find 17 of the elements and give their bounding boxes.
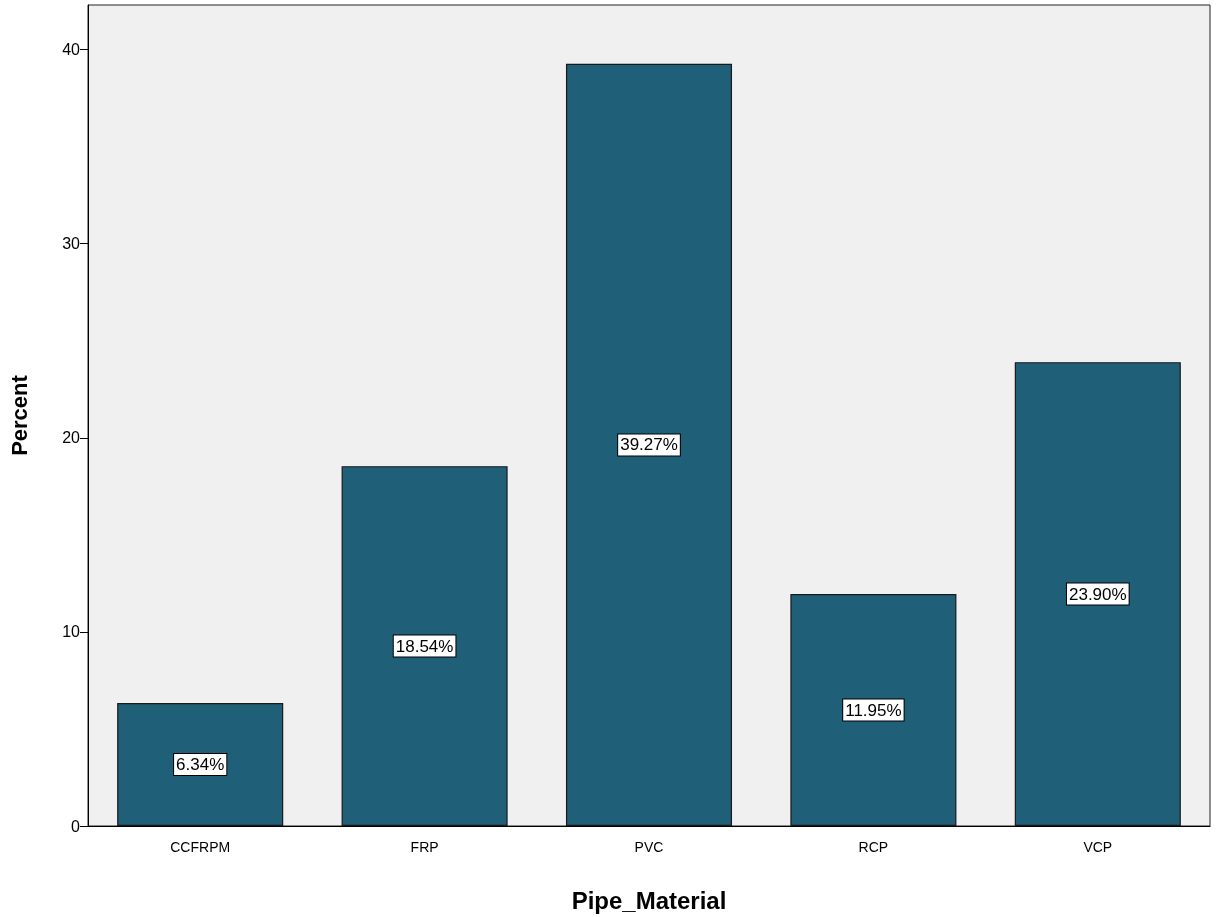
data-label: 6.34% <box>176 754 225 774</box>
x-tick-label: PVC <box>634 839 664 855</box>
data-label: 39.27% <box>620 435 678 455</box>
y-tick-label: 40 <box>62 41 81 59</box>
y-tick-label: 30 <box>62 235 81 253</box>
x-tick-label: CCFRPM <box>170 839 231 855</box>
x-tick-label: FRP <box>410 839 439 855</box>
y-tick-label: 0 <box>71 817 81 835</box>
data-label: 11.95% <box>845 700 902 720</box>
x-axis-title: Pipe_Material <box>571 886 727 914</box>
y-tick-label: 20 <box>62 429 81 447</box>
x-tick-label: VCP <box>1083 839 1113 855</box>
data-label: 23.90% <box>1068 584 1127 604</box>
y-tick-label: 10 <box>62 623 81 641</box>
x-tick-label: RCP <box>858 839 889 855</box>
data-label: 18.54% <box>395 636 454 656</box>
y-axis-title: Percent <box>6 374 32 456</box>
